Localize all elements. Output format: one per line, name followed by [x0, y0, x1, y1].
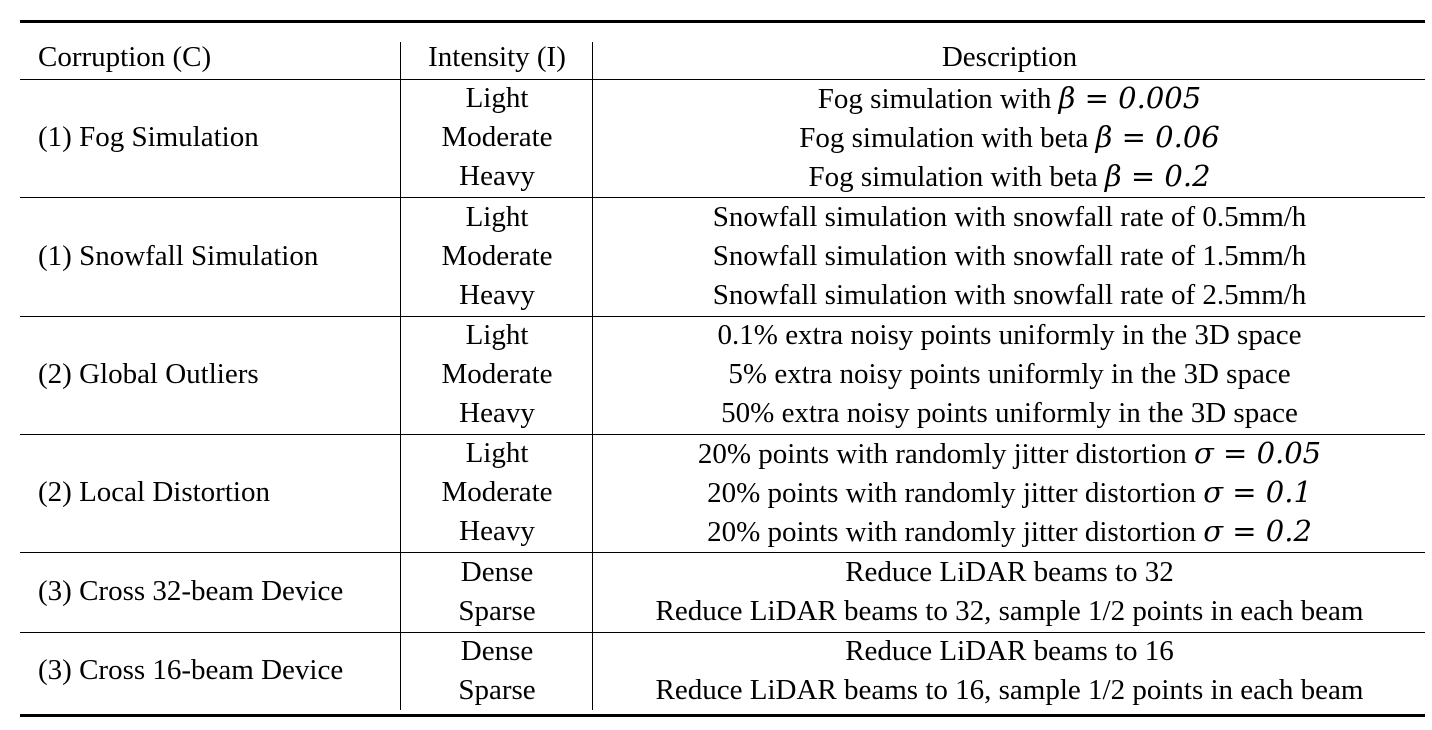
group-rule: [20, 434, 1425, 436]
math-expression: β = 0.005: [1058, 81, 1202, 115]
intensity-cell: Heavy: [459, 515, 535, 547]
corruption-label: (2) Global Outliers: [38, 358, 259, 390]
description-cell: 5% extra noisy points uniformly in the 3…: [594, 355, 1425, 393]
column-divider: [400, 42, 402, 710]
description-cell: Fog simulation with beta β = 0.2: [594, 157, 1425, 196]
group-rule: [20, 316, 1425, 318]
group-rule: [20, 552, 1425, 554]
description-text: Snowfall simulation with snowfall rate o…: [712, 201, 1307, 233]
intensity-cell: Heavy: [459, 160, 535, 192]
corruption-label: (2) Local Distortion: [38, 476, 270, 508]
description-text: 20% points with randomly jitter distorti…: [707, 516, 1204, 548]
header-corruption: Corruption (C): [38, 41, 212, 73]
description-cell: Fog simulation with β = 0.005: [594, 79, 1425, 118]
description-text: Fog simulation with: [817, 83, 1059, 115]
intensity-cell: Light: [465, 437, 529, 469]
description-cell: 20% points with randomly jitter distorti…: [594, 434, 1425, 473]
bottom-rule: [20, 714, 1425, 717]
description-text: 0.1% extra noisy points uniformly in the…: [717, 319, 1302, 351]
description-cell: Reduce LiDAR beams to 16, sample 1/2 poi…: [594, 671, 1425, 709]
corruption-label: (3) Cross 16-beam Device: [38, 654, 344, 686]
description-cell: Fog simulation with beta β = 0.06: [594, 118, 1425, 157]
description-text: Reduce LiDAR beams to 16: [845, 635, 1174, 667]
intensity-cell: Moderate: [441, 358, 553, 390]
description-text: Snowfall simulation with snowfall rate o…: [712, 279, 1307, 311]
description-text: Reduce LiDAR beams to 16, sample 1/2 poi…: [655, 674, 1364, 706]
intensity-cell: Moderate: [441, 476, 553, 508]
intensity-cell: Light: [465, 201, 529, 233]
column-divider: [592, 42, 594, 710]
header-intensity: Intensity (I): [428, 41, 566, 73]
math-expression: β = 0.06: [1095, 120, 1220, 154]
intensity-cell: Heavy: [459, 397, 535, 429]
group-rule: [20, 632, 1425, 634]
description-cell: 50% extra noisy points uniformly in the …: [594, 394, 1425, 432]
intensity-cell: Sparse: [458, 595, 536, 627]
description-cell: Reduce LiDAR beams to 32, sample 1/2 poi…: [594, 592, 1425, 630]
description-text: 20% points with randomly jitter distorti…: [707, 477, 1204, 509]
header-rule: [20, 79, 1425, 81]
corruption-label: (1) Snowfall Simulation: [38, 240, 319, 272]
description-text: Fog simulation with beta: [799, 122, 1096, 154]
math-expression: σ = 0.1: [1203, 475, 1312, 509]
intensity-cell: Dense: [460, 635, 534, 667]
intensity-cell: Light: [465, 319, 529, 351]
description-cell: 20% points with randomly jitter distorti…: [594, 512, 1425, 551]
math-expression: σ = 0.05: [1194, 436, 1322, 470]
description-text: Reduce LiDAR beams to 32: [845, 556, 1174, 588]
math-expression: β = 0.2: [1104, 159, 1211, 193]
description-cell: Snowfall simulation with snowfall rate o…: [594, 276, 1425, 314]
corruption-label: (1) Fog Simulation: [38, 121, 259, 153]
description-cell: 0.1% extra noisy points uniformly in the…: [594, 316, 1425, 354]
intensity-cell: Light: [465, 82, 529, 114]
intensity-cell: Moderate: [441, 121, 553, 153]
description-text: 20% points with randomly jitter distorti…: [697, 438, 1195, 470]
intensity-cell: Dense: [460, 556, 534, 588]
math-expression: σ = 0.2: [1203, 514, 1312, 548]
intensity-cell: Moderate: [441, 240, 553, 272]
description-text: Snowfall simulation with snowfall rate o…: [712, 240, 1307, 272]
intensity-cell: Sparse: [458, 674, 536, 706]
description-text: Fog simulation with beta: [808, 161, 1105, 193]
description-cell: Reduce LiDAR beams to 32: [594, 553, 1425, 591]
description-cell: Snowfall simulation with snowfall rate o…: [594, 198, 1425, 236]
description-cell: Snowfall simulation with snowfall rate o…: [594, 237, 1425, 275]
intensity-cell: Heavy: [459, 279, 535, 311]
description-cell: 20% points with randomly jitter distorti…: [594, 473, 1425, 512]
description-text: 5% extra noisy points uniformly in the 3…: [728, 358, 1291, 390]
corruption-table: Corruption (C) Intensity (I) Description…: [20, 0, 1425, 730]
top-rule: [20, 20, 1425, 23]
description-cell: Reduce LiDAR beams to 16: [594, 632, 1425, 670]
corruption-label: (3) Cross 32-beam Device: [38, 575, 344, 607]
description-text: 50% extra noisy points uniformly in the …: [721, 397, 1298, 429]
group-rule: [20, 197, 1425, 199]
description-text: Reduce LiDAR beams to 32, sample 1/2 poi…: [655, 595, 1364, 627]
header-description: Description: [941, 41, 1078, 73]
